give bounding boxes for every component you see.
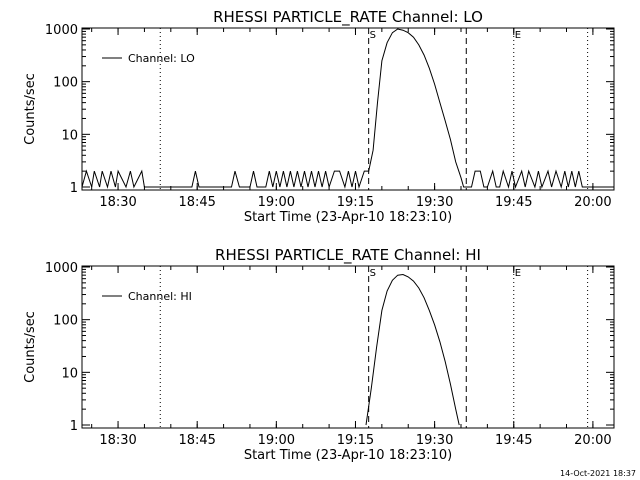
x-tick-label: 19:30 xyxy=(416,195,453,210)
y-tick-label: 1000 xyxy=(45,23,78,38)
x-tick-label: 19:30 xyxy=(416,433,453,448)
x-tick-label: 18:30 xyxy=(99,195,136,210)
y-axis-label: Counts/sec xyxy=(23,311,38,383)
footer-timestamp: 14-Oct-2021 18:37 xyxy=(560,469,636,478)
y-axis-label: Counts/sec xyxy=(23,73,38,145)
y-tick-label: 1 xyxy=(70,181,78,196)
x-tick-label: 19:15 xyxy=(337,195,374,210)
marker-label: S xyxy=(370,268,376,279)
y-tick-label: 10 xyxy=(61,128,78,143)
series-line xyxy=(365,273,460,426)
legend-label: Channel: HI xyxy=(128,290,192,303)
chart-panel-1: RHESSI PARTICLE_RATE Channel: LO S E 1 10 100… xyxy=(23,8,615,225)
x-tick-label: 20:00 xyxy=(574,433,611,448)
series-line xyxy=(81,28,609,189)
marker-label: E xyxy=(515,30,521,41)
x-tick-label: 19:00 xyxy=(258,195,295,210)
legend-label: Channel: LO xyxy=(128,52,195,65)
marker-label: E xyxy=(515,268,521,279)
x-axis-label: Start Time (23-Apr-10 18:23:10) xyxy=(244,448,452,463)
chart-title: RHESSI PARTICLE_RATE Channel: LO xyxy=(213,8,483,27)
y-tick-label: 10 xyxy=(61,366,78,381)
x-tick-label: 18:45 xyxy=(178,195,215,210)
y-tick-label: 1000 xyxy=(45,261,78,276)
x-axis-label: Start Time (23-Apr-10 18:23:10) xyxy=(244,210,452,225)
marker-label: S xyxy=(370,30,376,41)
x-tick-label: 18:30 xyxy=(99,433,136,448)
y-tick-label: 1 xyxy=(70,419,78,434)
x-tick-label: 18:45 xyxy=(178,433,215,448)
chart-panel-2: RHESSI PARTICLE_RATE Channel: HI S E 1 10 100… xyxy=(23,246,615,463)
x-tick-label: 19:15 xyxy=(337,433,374,448)
x-tick-label: 19:45 xyxy=(495,433,532,448)
chart-title: RHESSI PARTICLE_RATE Channel: HI xyxy=(215,246,481,265)
x-tick-label: 19:00 xyxy=(258,433,295,448)
y-tick-label: 100 xyxy=(53,76,78,91)
x-tick-label: 19:45 xyxy=(495,195,532,210)
x-tick-label: 20:00 xyxy=(574,195,611,210)
y-tick-label: 100 xyxy=(53,314,78,329)
